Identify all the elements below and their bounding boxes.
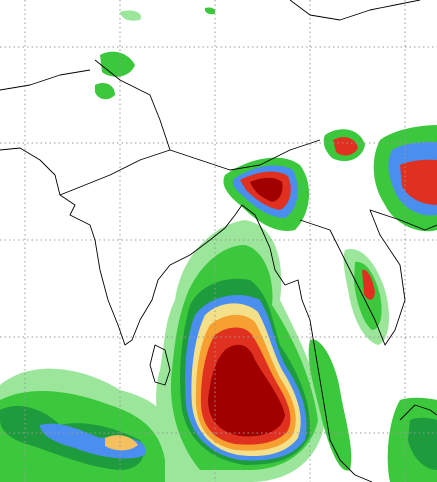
rain-heavy — [408, 417, 437, 470]
precipitation — [0, 7, 437, 482]
rain-light — [120, 10, 141, 21]
rain-moderate — [204, 7, 216, 15]
rain-yellow — [105, 435, 138, 451]
rain-red — [362, 269, 375, 300]
rain-moderate — [95, 83, 115, 100]
coastline — [0, 147, 373, 482]
border — [59, 139, 321, 196]
border — [289, 0, 421, 21]
rain-red — [400, 159, 437, 205]
border — [94, 59, 171, 151]
indochina-coast — [299, 209, 437, 346]
rain-moderate — [308, 339, 352, 471]
border — [0, 69, 91, 91]
rain-red — [333, 137, 358, 156]
rain-dark-red — [250, 177, 283, 202]
rain-dark-red — [208, 344, 285, 437]
sri-lanka — [149, 344, 171, 386]
coastline — [399, 404, 437, 421]
